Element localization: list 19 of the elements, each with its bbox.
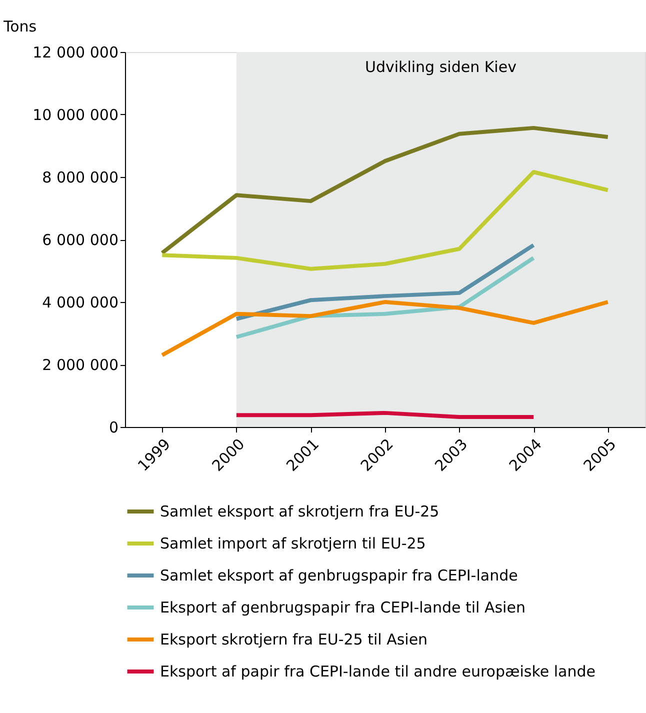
line-series (160, 126, 610, 255)
line-series (160, 170, 610, 271)
legend-label: Eksport af papir fra CEPI-lande til andre europæiske lande (160, 662, 596, 680)
y-tick-label: 0 (108, 418, 118, 436)
line-series (160, 300, 610, 358)
band-label: Udvikling siden Kiev (364, 58, 517, 76)
y-axis-title: Tons (2, 18, 37, 36)
legend-label: Samlet eksport af genbrugspapir fra CEPI-lande (160, 566, 518, 584)
legend-label: Samlet eksport af skrotjern fra EU-25 (160, 502, 440, 520)
y-tick-label: 10 000 000 (32, 106, 118, 124)
y-tick-label: 4 000 000 (42, 294, 118, 312)
y-tick-label: 2 000 000 (42, 356, 118, 374)
y-tick-label: 12 000 000 (32, 44, 118, 62)
line-series (234, 243, 536, 321)
y-tick-label: 8 000 000 (42, 168, 118, 186)
legend-label: Eksport skrotjern fra EU-25 til Asien (160, 630, 428, 648)
legend-label: Samlet import af skrotjern til EU-25 (160, 534, 426, 552)
legend-label: Eksport af genbrugspapir fra CEPI-lande til Asien (160, 598, 526, 616)
y-tick-label: 6 000 000 (42, 231, 118, 249)
